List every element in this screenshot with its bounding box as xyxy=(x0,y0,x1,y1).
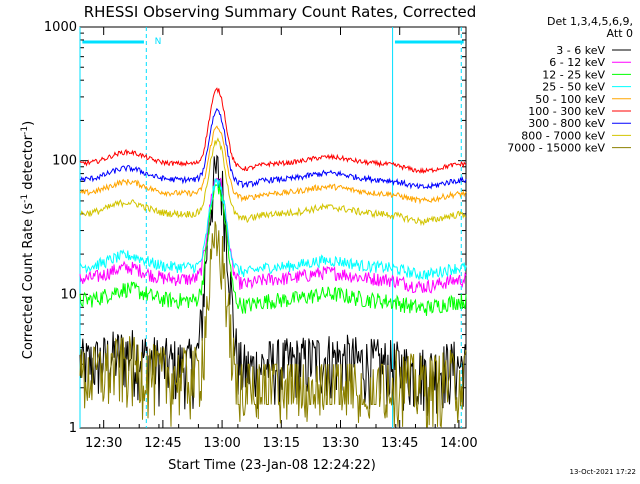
series-line xyxy=(79,107,467,190)
legend-label: 6 - 12 keV xyxy=(549,56,605,69)
y-tick-label: 1000 xyxy=(44,20,77,35)
legend-header: Att 0 xyxy=(607,27,633,40)
legend-label: 12 - 25 keV xyxy=(542,68,605,81)
legend-label: 50 - 100 keV xyxy=(535,93,605,106)
x-tick-label: 13:30 xyxy=(322,436,359,451)
x-tick-label: 13:00 xyxy=(203,436,240,451)
x-tick-label: 12:45 xyxy=(144,436,181,451)
x-axis-label: Start Time (23-Jan-08 12:24:22) xyxy=(168,458,376,473)
legend-label: 7000 - 15000 keV xyxy=(507,142,605,155)
legend-label: 300 - 800 keV xyxy=(528,117,605,130)
x-tick-label: 12:30 xyxy=(85,436,122,451)
series-line xyxy=(79,154,467,416)
series-line xyxy=(79,125,467,205)
attenuator-flag: N xyxy=(155,37,162,47)
x-tick-label: 13:15 xyxy=(263,436,300,451)
footer-date: 13-Oct-2021 17:22 xyxy=(570,468,636,476)
x-tick-label: 13:45 xyxy=(381,436,418,451)
legend-label: 100 - 300 keV xyxy=(528,105,605,118)
legend-label: 25 - 50 keV xyxy=(542,81,605,94)
series-line xyxy=(79,221,467,429)
y-tick-label: 100 xyxy=(52,154,77,169)
series-line xyxy=(79,178,467,280)
series-line xyxy=(79,182,467,316)
plot-area: 1 10 100 1000 12:30 12:45 13:00 13:15 13:30 13:45… xyxy=(44,20,478,451)
y-axis-label: Corrected Count Rate (s-1 detector-1) xyxy=(20,121,36,359)
y-tick-label: 10 xyxy=(60,287,77,302)
legend-label: 800 - 7000 keV xyxy=(521,129,605,142)
chart-title: RHESSI Observing Summary Count Rates, Co… xyxy=(84,3,477,21)
legend-header: Det 1,3,4,5,6,9, xyxy=(547,15,633,28)
legend-label: 3 - 6 keV xyxy=(556,44,605,57)
y-tick-label: 1 xyxy=(69,421,77,436)
series-line xyxy=(79,87,467,175)
x-tick-label: 14:00 xyxy=(440,436,477,451)
series-line xyxy=(79,177,467,294)
series-line xyxy=(79,137,466,227)
